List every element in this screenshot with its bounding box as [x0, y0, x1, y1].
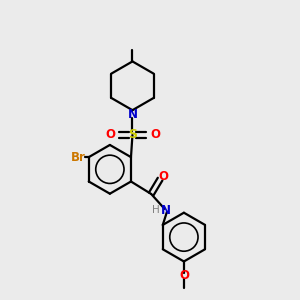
Text: H: H — [152, 205, 160, 215]
Text: Br: Br — [71, 151, 86, 164]
Text: N: N — [161, 204, 171, 217]
Text: O: O — [105, 128, 115, 141]
Text: O: O — [150, 128, 160, 141]
Text: O: O — [159, 170, 169, 183]
Text: O: O — [179, 269, 189, 282]
Text: N: N — [128, 108, 137, 121]
Text: S: S — [128, 128, 137, 141]
